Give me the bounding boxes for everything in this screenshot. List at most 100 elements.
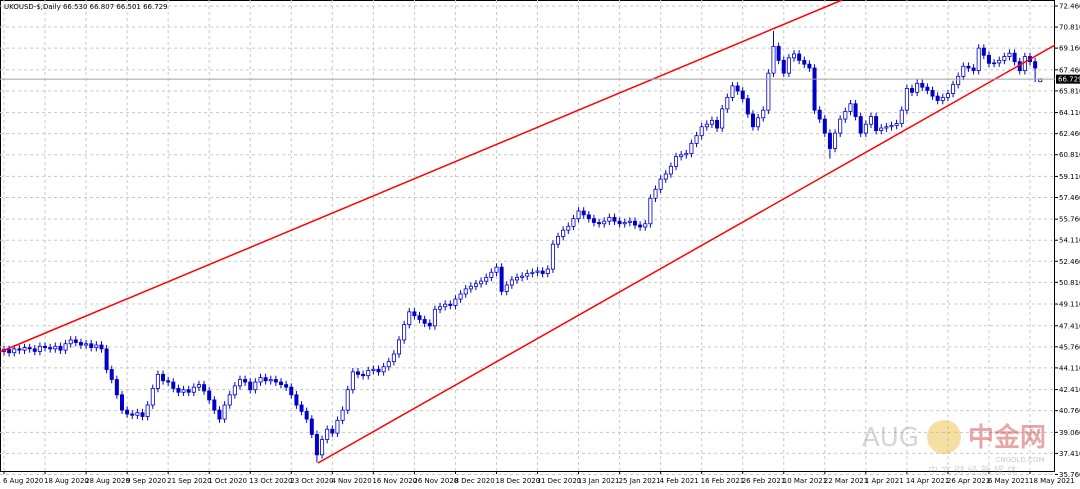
candle-body	[617, 220, 622, 225]
y-tick-label: 54.110	[1059, 237, 1080, 245]
candle-body	[951, 84, 956, 94]
candle-body	[176, 388, 181, 393]
candle-body	[258, 377, 263, 383]
x-tick-label: 13 Jan 2021	[578, 477, 620, 485]
y-tick-label: 50.810	[1059, 279, 1080, 287]
y-tick-label: 47.410	[1059, 322, 1080, 330]
candle-body	[402, 324, 407, 341]
candle-body	[515, 276, 520, 281]
candle-body	[879, 127, 884, 131]
candle-body	[848, 103, 853, 112]
x-tick-label: 28 Aug 2020	[85, 477, 130, 485]
candle-body	[217, 409, 222, 420]
candles	[2, 31, 1043, 463]
y-tick-label: 40.760	[1059, 407, 1080, 415]
candle-body	[361, 373, 366, 377]
x-tick-label: 18 May 2021	[1029, 477, 1075, 485]
x-tick-label: 6 May 2021	[988, 477, 1029, 485]
grid	[0, 0, 1055, 475]
y-tick-label: 59.110	[1059, 173, 1080, 181]
candle-body	[417, 315, 422, 320]
candle-body	[48, 347, 53, 350]
candle-body	[792, 53, 797, 59]
x-tick-label: 16 Nov 2020	[372, 477, 417, 485]
candle-body	[294, 394, 299, 406]
x-tick-label: 22 Mar 2021	[824, 477, 868, 485]
candle-body	[612, 216, 617, 222]
candle-body	[222, 404, 227, 420]
current-price-label: 66.729	[1058, 76, 1080, 84]
candle-body	[694, 135, 699, 144]
candle-body	[463, 288, 468, 295]
y-tick-label: 60.810	[1059, 151, 1080, 159]
candle-body	[499, 266, 504, 292]
candle-body	[263, 377, 268, 382]
candle-body	[289, 386, 294, 396]
candle-body	[874, 116, 879, 131]
x-tick-label: 1 Oct 2020	[208, 477, 247, 485]
y-tick-label: 70.810	[1059, 24, 1080, 32]
x-tick-label: 26 Nov 2020	[413, 477, 458, 485]
candle-body	[740, 90, 745, 100]
x-tick-label: 13 Oct 2020	[249, 477, 292, 485]
candle-body	[632, 220, 637, 226]
candle-body	[940, 96, 945, 101]
candle-body	[674, 156, 679, 167]
candle-body	[422, 319, 427, 324]
candle-body	[530, 271, 535, 274]
candle-body	[689, 142, 694, 154]
candle-body	[279, 381, 284, 386]
x-tick-label: 31 Dec 2020	[537, 477, 582, 485]
upper-trendline	[0, 0, 843, 353]
candle-body	[863, 123, 868, 134]
candle-body	[776, 45, 781, 61]
y-tick-label: 72.460	[1059, 2, 1080, 10]
candle-body	[155, 373, 160, 389]
candle-body	[427, 322, 432, 327]
candle-body	[889, 125, 894, 128]
candle-body	[22, 347, 27, 351]
candle-body	[237, 379, 242, 387]
candle-body	[130, 413, 135, 416]
candle-body	[930, 89, 935, 97]
candle-body	[535, 270, 540, 273]
candle-body	[227, 394, 232, 406]
candle-body	[366, 370, 371, 377]
candle-body	[340, 409, 345, 421]
candle-body	[186, 389, 191, 393]
candle-body	[494, 266, 499, 273]
candle-body	[817, 109, 822, 120]
candle-body	[397, 339, 402, 355]
candle-body	[966, 65, 971, 69]
candle-body	[997, 59, 1002, 64]
x-tick-label: 16 Feb 2021	[701, 477, 745, 485]
candle-body	[576, 210, 581, 220]
candle-body	[17, 348, 22, 351]
candle-body	[925, 86, 930, 91]
candle-body	[314, 433, 319, 456]
candle-body	[345, 389, 350, 411]
y-tick-label: 55.760	[1059, 216, 1080, 224]
candle-body	[448, 303, 453, 306]
candle-body	[150, 388, 155, 406]
candle-body	[545, 268, 550, 274]
candle-body	[443, 303, 448, 308]
candle-body	[43, 345, 48, 348]
candle-body	[325, 428, 330, 440]
candle-body	[94, 344, 99, 348]
x-tick-label: 14 Apr 2021	[906, 477, 949, 485]
y-tick-label: 65.810	[1059, 87, 1080, 95]
candle-body	[1007, 52, 1012, 57]
candle-body	[781, 59, 786, 74]
candle-body	[412, 311, 417, 317]
candle-body	[658, 178, 663, 190]
candle-body	[550, 243, 555, 270]
candle-body	[827, 132, 832, 149]
candle-body	[766, 72, 771, 111]
candle-body	[1033, 61, 1038, 69]
candle-body	[581, 210, 586, 216]
candle-body	[191, 386, 196, 393]
watermark-name: 中金网	[968, 422, 1046, 453]
